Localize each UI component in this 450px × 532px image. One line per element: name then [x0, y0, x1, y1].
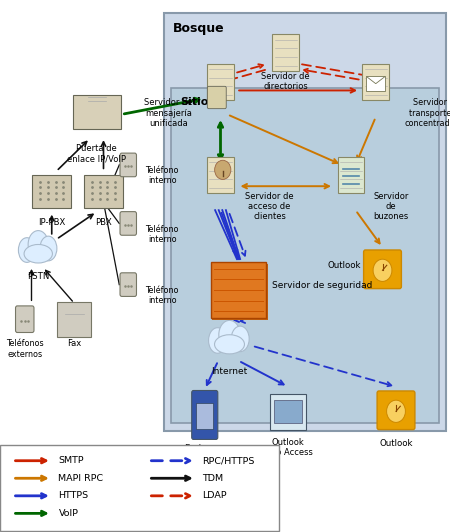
Text: LDAP: LDAP [202, 492, 227, 500]
Text: TDM: TDM [202, 474, 224, 483]
FancyBboxPatch shape [73, 95, 121, 129]
FancyBboxPatch shape [120, 212, 136, 235]
Text: Teléfono
interno: Teléfono interno [145, 286, 179, 305]
Text: Servidor de
acceso de
clientes: Servidor de acceso de clientes [245, 192, 294, 221]
Text: PSTN: PSTN [27, 272, 50, 281]
Circle shape [387, 400, 405, 422]
FancyBboxPatch shape [120, 273, 136, 296]
FancyBboxPatch shape [15, 306, 34, 332]
FancyBboxPatch shape [57, 302, 91, 337]
Text: Outlook
Web Access: Outlook Web Access [263, 438, 313, 457]
FancyBboxPatch shape [212, 264, 268, 320]
Text: RPC/HTTPS: RPC/HTTPS [202, 456, 255, 465]
Text: Teléfonos
externos: Teléfonos externos [6, 339, 44, 359]
FancyBboxPatch shape [274, 400, 302, 423]
Text: Exchange
ActiveSync: Exchange ActiveSync [181, 444, 228, 463]
FancyBboxPatch shape [207, 156, 234, 193]
Text: Outlook: Outlook [328, 262, 361, 270]
Text: VoIP: VoIP [58, 509, 78, 518]
FancyBboxPatch shape [211, 262, 266, 318]
Text: Outlook: Outlook [379, 439, 413, 448]
FancyBboxPatch shape [32, 175, 71, 208]
Ellipse shape [40, 236, 57, 261]
FancyBboxPatch shape [270, 394, 306, 430]
Text: MAPI RPC: MAPI RPC [58, 474, 104, 483]
Text: Sitio: Sitio [180, 97, 208, 107]
Text: Teléfono
interno: Teléfono interno [145, 166, 179, 185]
Ellipse shape [28, 230, 49, 259]
Ellipse shape [24, 245, 52, 263]
FancyBboxPatch shape [171, 88, 439, 423]
FancyBboxPatch shape [207, 63, 234, 100]
FancyBboxPatch shape [0, 445, 279, 531]
Ellipse shape [215, 335, 244, 354]
FancyBboxPatch shape [84, 175, 123, 208]
Ellipse shape [18, 238, 36, 262]
Ellipse shape [208, 328, 226, 353]
FancyBboxPatch shape [364, 250, 401, 288]
Text: Teléfono
interno: Teléfono interno [145, 225, 179, 244]
Text: Internet: Internet [212, 367, 248, 376]
FancyBboxPatch shape [192, 390, 218, 439]
Circle shape [215, 160, 231, 179]
Text: Servidor de
transporte de
concentradores: Servidor de transporte de concentradores [405, 98, 450, 128]
FancyBboxPatch shape [338, 156, 364, 193]
Text: Servidor de seguridad: Servidor de seguridad [272, 281, 373, 290]
Text: Puerta de
enlace IP/VoIP: Puerta de enlace IP/VoIP [67, 144, 126, 163]
Text: Servidor de
mensajería
unificada: Servidor de mensajería unificada [144, 98, 193, 128]
Text: HTTPS: HTTPS [58, 492, 89, 500]
FancyBboxPatch shape [273, 35, 299, 71]
FancyBboxPatch shape [196, 403, 213, 429]
Text: IP-PBX: IP-PBX [38, 218, 65, 227]
Text: SMTP: SMTP [58, 456, 84, 465]
Ellipse shape [219, 320, 240, 349]
Text: Fax: Fax [67, 339, 81, 348]
FancyBboxPatch shape [207, 86, 226, 109]
FancyBboxPatch shape [120, 153, 136, 177]
Circle shape [373, 259, 392, 281]
FancyBboxPatch shape [377, 391, 415, 430]
Text: PBX: PBX [95, 218, 112, 227]
FancyBboxPatch shape [366, 76, 385, 91]
Text: Servidor
de
buzones: Servidor de buzones [374, 192, 409, 221]
Text: Servidor de
directorios: Servidor de directorios [261, 72, 310, 91]
Ellipse shape [231, 326, 249, 352]
FancyBboxPatch shape [164, 13, 446, 431]
Text: Bosque: Bosque [173, 22, 225, 35]
FancyBboxPatch shape [363, 63, 389, 100]
